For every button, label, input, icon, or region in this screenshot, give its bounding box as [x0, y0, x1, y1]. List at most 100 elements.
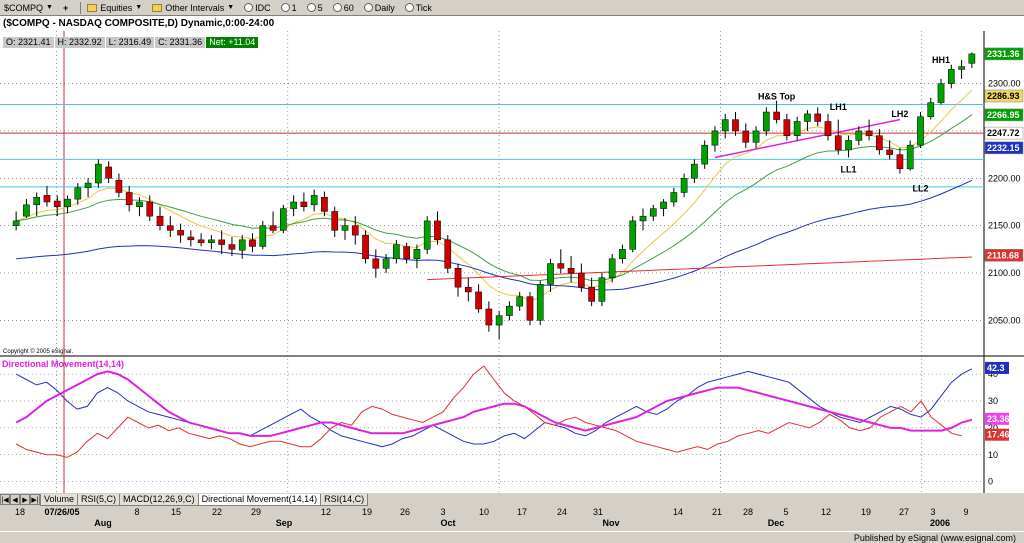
candle-body	[125, 192, 133, 206]
candle-body	[557, 263, 565, 269]
candle-body	[423, 220, 431, 250]
chevron-down-icon: ▼	[135, 4, 143, 11]
chart-area[interactable]: 2050.002100.002150.002200.002250.002300.…	[0, 31, 1024, 493]
candle-body	[331, 211, 339, 231]
tab-rsi-5[interactable]: RSI(5,C)	[77, 493, 121, 506]
tab-macd[interactable]: MACD(12,26,9,C)	[119, 493, 199, 506]
x-tick-label: 07/26/05	[44, 507, 79, 517]
x-tick-label: Aug	[94, 518, 112, 528]
interval-daily[interactable]: Daily	[362, 1, 397, 15]
x-tick-label: 10	[479, 507, 489, 517]
candle-body	[136, 201, 143, 207]
candle-body	[804, 113, 811, 122]
candle-body	[536, 284, 544, 321]
candle-body	[64, 198, 71, 207]
candle-body	[187, 236, 195, 241]
ema-fast-line	[15, 89, 973, 302]
ema-slow-line	[16, 179, 973, 291]
candle-body	[454, 268, 462, 288]
candle-body	[968, 53, 976, 64]
x-tick-label: 14	[673, 507, 683, 517]
candle-body	[732, 119, 739, 132]
candle-body	[485, 308, 493, 326]
candle-body	[372, 258, 380, 269]
radio-icon	[363, 3, 373, 12]
pattern-annotation: LH1	[830, 102, 847, 112]
candle-body	[341, 225, 349, 231]
interval-label: Daily	[374, 2, 395, 13]
chart-background	[0, 31, 1024, 493]
y-tick-label: 2200.00	[988, 173, 1021, 183]
symbol-selector[interactable]: $COMPQ ▼	[2, 1, 55, 15]
candle-body	[516, 296, 524, 307]
tab-first-icon[interactable]: |◀	[0, 494, 10, 505]
candle-body	[649, 208, 657, 217]
candle-body	[393, 244, 400, 260]
x-tick-label: 27	[899, 507, 909, 517]
indicator-tick-label: 40	[988, 369, 998, 379]
x-axis: 18 07/26/05 Aug 8 15 22 29 Sep 12 19 26 3 Oct 10 17 24 3…	[0, 506, 1024, 531]
interval-5[interactable]: 5	[305, 1, 325, 15]
candle-body	[156, 215, 164, 226]
tab-prev-icon[interactable]: ◀	[10, 494, 20, 505]
interval-tick[interactable]: Tick	[403, 1, 434, 15]
symbol-text: $COMPQ	[4, 2, 44, 13]
pattern-annotation: HH1	[932, 55, 950, 65]
candle-body	[783, 119, 791, 136]
copyright-text: Copyright © 2005 eSignal.	[3, 348, 73, 355]
x-tick-label: 2006	[930, 518, 950, 528]
candle-body	[310, 195, 318, 206]
y-tick-label: 2150.00	[988, 221, 1021, 231]
indicator-tag	[985, 361, 1009, 374]
candle-body	[166, 225, 174, 231]
candle-body	[824, 121, 832, 136]
candle-body	[691, 163, 698, 179]
other-intervals-menu[interactable]: Other Intervals ▼	[150, 1, 236, 15]
other-intervals-label: Other Intervals	[165, 2, 225, 13]
equities-label: Equities	[100, 2, 133, 13]
candle-body	[670, 192, 678, 203]
candle-body	[218, 239, 226, 245]
tab-volume[interactable]: Volume	[40, 493, 79, 506]
candle-body	[680, 178, 688, 193]
candle-body	[351, 225, 359, 236]
x-tick-label: 3	[440, 507, 445, 517]
x-tick-label: Dec	[768, 518, 785, 528]
tab-rsi-14[interactable]: RSI(14,C)	[320, 493, 369, 506]
candle-body	[588, 286, 595, 302]
pattern-annotation: LL2	[912, 184, 928, 194]
add-icon[interactable]: +	[62, 2, 69, 13]
candle-body	[115, 179, 123, 193]
equities-menu[interactable]: Equities ▼	[85, 1, 144, 15]
interval-label: Tick	[415, 2, 432, 13]
candle-body	[958, 66, 965, 70]
price-tag	[984, 126, 1024, 140]
indicator-tick-label: 10	[988, 450, 998, 460]
candle-body	[95, 163, 102, 184]
price-tag	[984, 141, 1024, 155]
tab-directional-movement[interactable]: Directional Movement(14,14)	[197, 493, 322, 506]
candle-body	[598, 277, 606, 302]
candle-body	[413, 249, 421, 260]
radio-icon	[280, 3, 290, 12]
x-tick-label: 24	[557, 507, 567, 517]
tab-last-icon[interactable]: ▶|	[30, 494, 40, 505]
candle-body	[701, 144, 709, 165]
x-tick-label: 17	[517, 507, 527, 517]
candle-body	[711, 130, 719, 146]
interval-1[interactable]: 1	[279, 1, 299, 15]
interval-idc[interactable]: IDC	[242, 1, 273, 15]
chart-title: ($COMPQ - NASDAQ COMPOSITE,D) Dynamic,0:…	[0, 16, 1024, 31]
tab-next-icon[interactable]: ▶	[20, 494, 30, 505]
candle-body	[865, 130, 873, 136]
interval-60[interactable]: 60	[331, 1, 356, 15]
x-tick-label: 19	[362, 507, 372, 517]
candle-body	[177, 230, 184, 236]
candle-body	[567, 268, 575, 274]
candle-body	[639, 215, 647, 222]
radio-icon	[306, 3, 316, 12]
candle-body	[146, 201, 154, 217]
x-tick-label: 12	[321, 507, 331, 517]
candle-body	[33, 196, 41, 206]
